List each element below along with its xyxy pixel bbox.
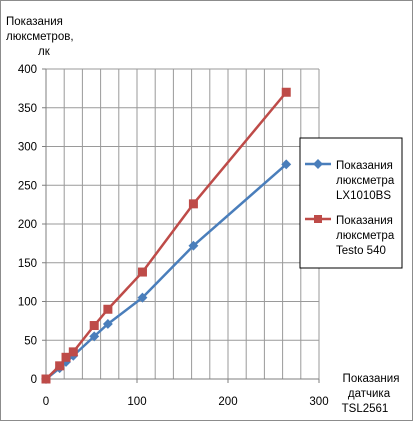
x-axis-title-line-1: Показания	[343, 373, 400, 385]
x-tick-label: 100	[127, 396, 146, 408]
legend-label-testo540-line-3: Testo 540	[336, 245, 386, 257]
series-2-point	[41, 374, 51, 384]
series-2-point	[89, 321, 99, 331]
x-axis-title: Показания датчика TSL2561	[342, 373, 400, 415]
series-2-point	[137, 267, 147, 277]
y-tick-label: 0	[31, 374, 37, 386]
x-tick-label: 200	[218, 396, 237, 408]
series-2-point	[103, 304, 113, 314]
x-tick-label: 300	[309, 396, 328, 408]
y-tick-label: 300	[18, 142, 37, 154]
x-axis-title-line-2: датчика	[348, 388, 391, 400]
legend-label-lx1010bs-line-2: люксметра	[336, 175, 395, 187]
y-tick-label: 350	[18, 103, 37, 115]
series-2-point	[188, 199, 198, 209]
y-axis-title-line-1: Показания	[6, 16, 63, 28]
legend-entry-lx1010bs: Показания люксметра LX1010BS	[305, 159, 395, 202]
x-axis-title-line-3: TSL2561	[342, 403, 389, 415]
series-1-point	[281, 159, 292, 170]
legend-box	[299, 137, 403, 269]
series-2-point	[55, 361, 65, 371]
legend-entry-testo540: Показания люксметра Testo 540	[305, 215, 395, 257]
y-tick-label: 400	[18, 64, 37, 76]
series-1-point	[137, 292, 148, 303]
legend-label-lx1010bs-line-1: Показания	[336, 160, 393, 172]
y-tick-label: 50	[24, 335, 37, 347]
series-2-point	[281, 87, 291, 97]
y-tick-label: 100	[18, 297, 37, 309]
x-tick-label: 0	[43, 396, 49, 408]
y-tick-label: 200	[18, 219, 37, 231]
y-axis-title-line-2: люксметров,	[6, 31, 74, 43]
y-axis-title-line-3: лк	[38, 46, 51, 58]
series-2-point	[68, 347, 78, 357]
plot-area: 0 50 100 150 200 250 300 350 400 0 100 200 300	[18, 64, 329, 408]
legend-label-testo540-line-2: люксметра	[336, 230, 395, 242]
series-2-point	[61, 352, 71, 362]
legend-marker-lx1010bs	[313, 159, 323, 169]
y-tick-label: 150	[18, 258, 37, 270]
y-axis-title: Показания люксметров, лк	[6, 16, 74, 58]
legend: Показания люксметра LX1010BS Показания л…	[299, 137, 403, 269]
legend-marker-testo540	[314, 215, 322, 223]
y-tick-label: 250	[18, 180, 37, 192]
legend-label-testo540-line-1: Показания	[336, 215, 393, 227]
legend-label-lx1010bs-line-3: LX1010BS	[336, 190, 391, 202]
series-1-point	[188, 240, 199, 251]
